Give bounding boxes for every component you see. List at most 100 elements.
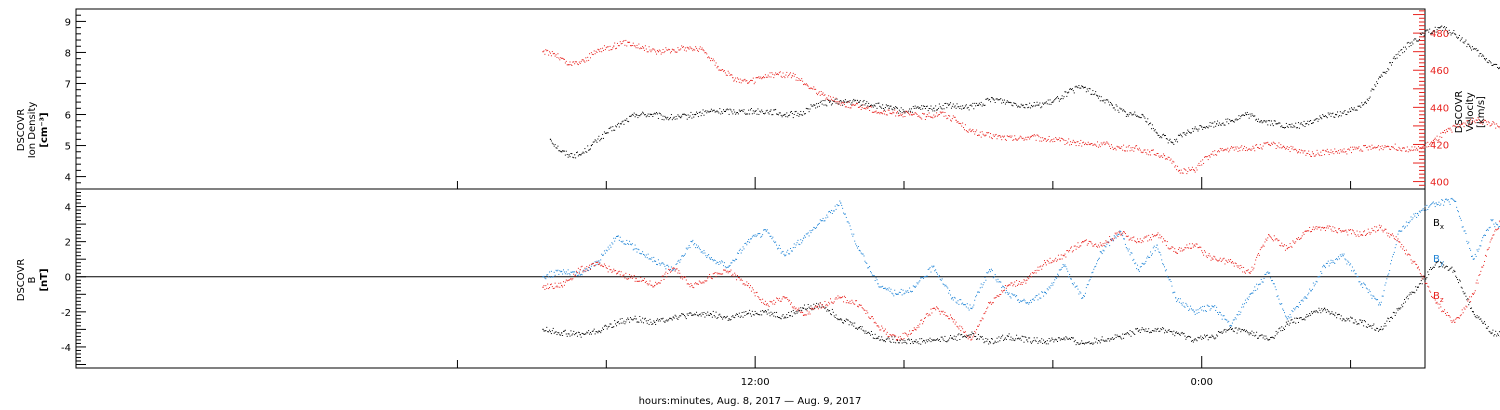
data-point [1374,329,1376,331]
data-point [895,293,897,295]
data-point [830,212,832,214]
data-point [1234,317,1236,319]
data-point [1131,252,1133,254]
data-point [1409,42,1411,44]
data-point [888,107,890,109]
data-point [664,50,666,52]
data-point [1481,121,1483,123]
data-point [838,204,840,206]
data-point [643,254,645,256]
data-point [1011,135,1013,137]
data-point [1469,301,1471,303]
data-point [674,118,676,120]
data-point [1182,132,1184,134]
data-point [632,114,634,116]
data-point [1347,148,1349,150]
data-point [1181,304,1183,306]
data-point [1342,255,1344,257]
data-point [1150,331,1152,333]
data-point [1369,325,1371,327]
data-point [1412,43,1414,45]
data-point [712,58,714,60]
data-point [1168,139,1170,141]
data-point [737,277,739,279]
data-point [578,272,580,274]
data-point [1067,270,1069,272]
data-point [983,342,985,344]
data-point [873,322,875,324]
data-point [745,311,747,313]
data-point [1270,145,1272,147]
data-point [614,320,616,322]
data-point [1003,287,1005,289]
data-point [621,318,623,320]
data-point [626,319,628,321]
data-point [998,336,1000,338]
data-point [928,340,930,342]
data-point [1305,316,1307,318]
data-point [792,117,794,119]
data-point [561,151,563,153]
data-point [1320,151,1322,153]
data-point [953,296,955,298]
data-point [1484,119,1486,121]
data-point [1186,337,1188,339]
data-point [699,249,701,251]
data-point [1208,305,1210,307]
data-point [1430,204,1432,206]
data-point [1363,104,1365,106]
data-point [1050,339,1052,341]
data-point [581,332,583,334]
data-point [923,105,925,107]
data-point [718,112,720,114]
data-point [1212,122,1214,124]
data-point [757,233,759,235]
data-point [1048,286,1050,288]
data-point [774,311,776,313]
data-point [1283,309,1285,311]
data-point [1441,262,1443,264]
data-point [1488,60,1490,62]
data-point [823,104,825,106]
data-point [1158,155,1160,157]
data-point [829,303,831,305]
data-point [740,252,742,254]
data-point [686,283,688,285]
data-point [671,270,673,272]
data-point [1414,146,1416,148]
data-point [640,253,642,255]
data-point [1014,281,1016,283]
data-point [1106,141,1108,143]
data-point [587,332,589,334]
data-point [1170,281,1172,283]
data-point [1076,86,1078,88]
data-point [1444,132,1446,134]
data-point [710,57,712,59]
data-point [1468,43,1470,45]
data-point [1379,76,1381,78]
data-point [711,259,713,261]
data-point [972,129,974,131]
data-point [1207,127,1209,129]
data-point [638,43,640,45]
data-point [731,74,733,76]
data-point [908,333,910,335]
bfield-ytick-label: -4 [61,343,71,354]
data-point [715,111,717,113]
data-point [1260,334,1262,336]
data-point [882,113,884,115]
data-point [943,340,945,342]
data-point [1276,333,1278,335]
data-point [1404,51,1406,53]
data-point [729,108,731,110]
data-point [624,243,626,245]
data-point [1188,309,1190,311]
data-point [1341,253,1343,255]
data-point [1003,290,1005,292]
data-point [1037,134,1039,136]
data-point [583,152,585,154]
data-point [1223,315,1225,317]
data-point [684,253,686,255]
data-point [750,79,751,81]
data-point [1276,123,1278,125]
